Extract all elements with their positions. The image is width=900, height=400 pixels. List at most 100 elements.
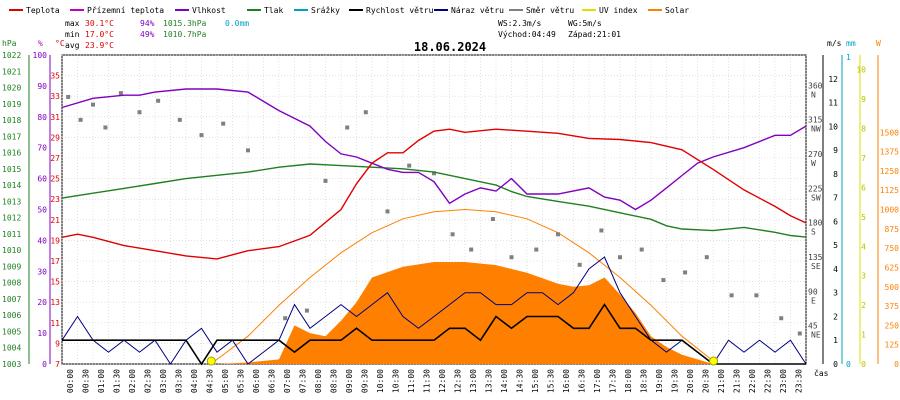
axis-direction-degree: 45 xyxy=(808,322,818,331)
axis-watt-unit: W xyxy=(876,39,881,48)
axis-time-tick: 10:00 xyxy=(376,369,385,393)
axis-ms-tick: 7 xyxy=(833,194,838,203)
axis-direction-degree: 315 xyxy=(808,116,823,125)
axis-time-tick: 21:30 xyxy=(732,369,741,393)
solar-clear-sky-line xyxy=(210,208,717,365)
axis-time-tick: 06:30 xyxy=(267,369,276,393)
axis-watt-tick: 875 xyxy=(885,225,900,234)
axis-mm-tick: 1 xyxy=(846,53,851,62)
humidity-line xyxy=(61,88,807,211)
wind-direction-point xyxy=(137,110,142,115)
axis-time-tick: 15:30 xyxy=(546,369,555,393)
axis-percent-unit: % xyxy=(38,39,43,48)
axis-direction-name: N xyxy=(811,90,816,99)
wind-speed-line xyxy=(62,303,806,366)
axis-time-tick: 02:00 xyxy=(128,369,137,393)
axis-direction-degree: 180 xyxy=(808,219,823,228)
axis-time-tick: 19:30 xyxy=(670,369,679,393)
stat-max-press: 1015.3hPa xyxy=(163,19,207,28)
wind-direction-point xyxy=(407,163,412,168)
axis-celsius-tick: 25 xyxy=(50,175,60,184)
axis-direction-name: NE xyxy=(811,331,821,340)
axis-time-tick: 17:00 xyxy=(593,369,602,393)
axis-direction-degree: 225 xyxy=(808,184,823,193)
axis-direction-degree: 135 xyxy=(808,253,823,262)
axis-direction-name: NW xyxy=(811,125,821,134)
wind-direction-point xyxy=(599,228,604,233)
legend-label: Rychlost větru xyxy=(366,6,434,15)
wind-direction-point xyxy=(577,262,582,267)
axis-ms-tick: 12 xyxy=(828,75,838,84)
axis-uv-tick: 3 xyxy=(861,272,866,281)
legend-label: Teplota xyxy=(26,6,60,15)
axis-time-tick: 08:30 xyxy=(329,369,338,393)
chart-header: 18.06.2024 max 30.1°C 94% 1015.3hPa 0.0m… xyxy=(65,19,621,54)
axis-watt-tick: 1125 xyxy=(880,186,899,195)
wind-direction-point xyxy=(177,117,182,122)
wind-direction-point xyxy=(490,217,495,222)
axis-time-tick: 16:30 xyxy=(577,369,586,393)
legend-label: Směr větru xyxy=(526,6,574,15)
axis-watt-tick: 250 xyxy=(885,321,900,330)
axis-uv-tick: 10 xyxy=(856,66,866,75)
axis-percent-tick: 40 xyxy=(37,236,47,245)
axis-percent-tick: 0 xyxy=(42,360,47,369)
axis-time-tick: 05:30 xyxy=(236,369,245,393)
axis-time-tick: 03:30 xyxy=(174,369,183,393)
axis-uv-tick: 7 xyxy=(861,154,866,163)
axis-celsius-tick: 9 xyxy=(55,339,60,348)
wind-wg: WG:5m/s xyxy=(568,19,602,28)
axis-time-tick: 09:30 xyxy=(360,369,369,393)
axis-ms-tick: 2 xyxy=(833,312,838,321)
axis-celsius-tick: 29 xyxy=(50,133,60,142)
axis-uv-tick: 6 xyxy=(861,183,866,192)
axis-ms-tick: 11 xyxy=(828,99,838,108)
axis-direction-degree: 90 xyxy=(808,287,818,296)
axis-hpa-tick: 1021 xyxy=(2,67,21,76)
wind-direction-point xyxy=(78,117,83,122)
axis-watt-tick: 1500 xyxy=(880,128,899,137)
axis-time-tick: 13:00 xyxy=(469,369,478,393)
axis-ms-unit: m/s xyxy=(827,39,842,48)
pressure-line xyxy=(61,163,807,238)
axis-uv-tick: 1 xyxy=(861,331,866,340)
legend-label: Solar xyxy=(665,6,689,15)
stat-max-rain: 0.0mm xyxy=(225,19,249,28)
axis-watt-tick: 625 xyxy=(885,263,900,272)
axis-percent-tick: 10 xyxy=(37,329,47,338)
wind-direction-point xyxy=(66,94,71,99)
stat-avg-temp: 23.9°C xyxy=(85,41,114,50)
wind-direction-point xyxy=(450,232,455,237)
axis-time-tick: 14:00 xyxy=(500,369,509,393)
axis-ms-tick: 0 xyxy=(833,360,838,369)
axis-direction-degree: 270 xyxy=(808,150,823,159)
axis-time-tick: 07:00 xyxy=(283,369,292,393)
axis-celsius-tick: 33 xyxy=(50,92,60,101)
wind-direction-point xyxy=(283,316,288,321)
axis-hpa-tick: 1009 xyxy=(2,262,21,271)
axis-ms-tick: 4 xyxy=(833,265,838,274)
axis-ms-tick: 1 xyxy=(833,336,838,345)
axis-time-tick: 22:00 xyxy=(748,369,757,393)
axis-celsius-tick: 11 xyxy=(50,319,60,328)
wind-direction-point xyxy=(323,178,328,183)
axis-hpa-tick: 1003 xyxy=(2,360,21,369)
axis-celsius-tick: 23 xyxy=(50,195,60,204)
axis-time-tick: 14:30 xyxy=(515,369,524,393)
axis-hpa-tick: 1005 xyxy=(2,327,21,336)
axis-time-unit: čas xyxy=(814,368,829,378)
axis-celsius-tick: 17 xyxy=(50,257,60,266)
axis-time-tick: 12:30 xyxy=(453,369,462,393)
sunrise: Východ:04:49 xyxy=(498,30,556,39)
axis-percent-tick: 50 xyxy=(37,206,47,215)
axis-hpa-tick: 1020 xyxy=(2,84,21,93)
stat-min-label: min xyxy=(65,30,80,39)
wind-direction-point xyxy=(103,125,108,130)
axis-time-tick: 11:30 xyxy=(422,369,431,393)
axis-celsius-tick: 27 xyxy=(50,154,60,163)
axis-time-tick: 09:00 xyxy=(345,369,354,393)
stat-min-temp: 17.0°C xyxy=(85,30,114,39)
chart-legend: Teplota Přízemní teplota Vlhkost Tlak Srážky… xyxy=(9,6,689,15)
axis-celsius-tick: 35 xyxy=(50,72,60,81)
